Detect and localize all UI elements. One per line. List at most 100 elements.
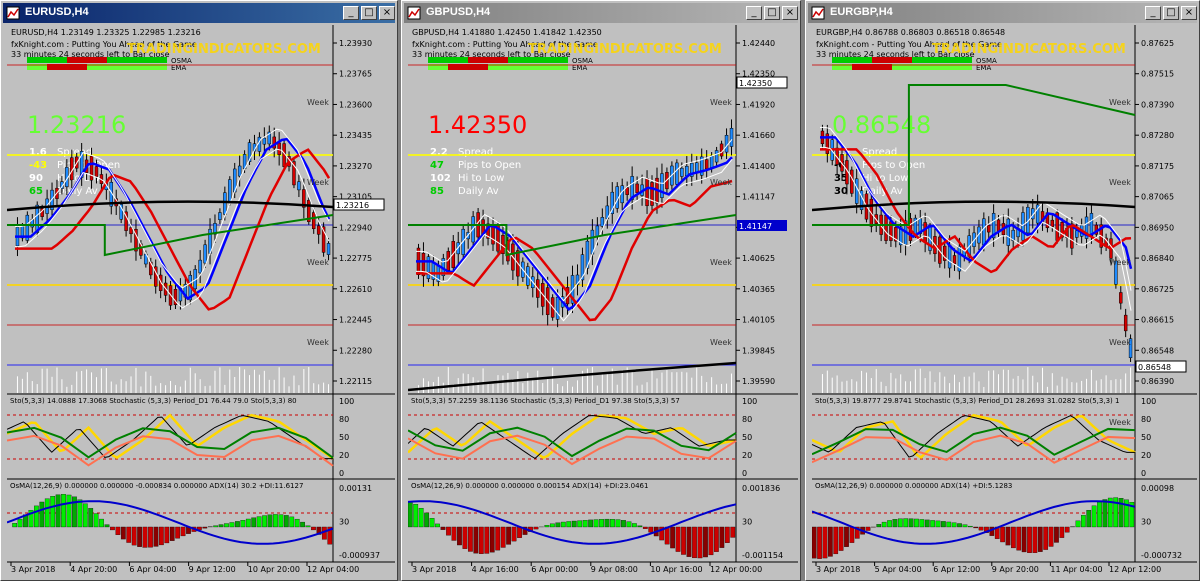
big-price-readout: 1.23216 xyxy=(27,111,126,139)
osma-tick-label: 0.00098 xyxy=(1141,484,1174,493)
chart-window-icon xyxy=(407,6,421,20)
bear-candle xyxy=(134,228,138,252)
price-tick-label: 0.87280 xyxy=(1141,131,1174,140)
info-label: Spread xyxy=(458,147,493,158)
long-ma-line xyxy=(812,200,1136,212)
osma-bar-negative xyxy=(1016,526,1022,551)
week-label: Week xyxy=(1109,338,1131,347)
chart-window-eurgbp[interactable]: EURGBP,H4 _ □ × 0.87625 0.87515 0.87390 0.87280… xyxy=(805,0,1200,581)
bull-candle xyxy=(600,217,605,227)
close-button[interactable]: × xyxy=(1181,6,1197,20)
info-label: Daily Av xyxy=(57,186,98,197)
bull-candle xyxy=(25,214,30,241)
chart-area[interactable]: 0.87625 0.87515 0.87390 0.87280 0.87175 0.870… xyxy=(812,25,1197,578)
osma-bar-negative xyxy=(973,526,979,529)
chart-window-icon xyxy=(6,6,20,20)
osma-bar-positive xyxy=(1086,510,1092,528)
osma-bar-negative xyxy=(675,526,681,552)
title-bar[interactable]: GBPUSD,H4 _ □ × xyxy=(404,3,798,23)
ema-strip-cell xyxy=(87,64,107,70)
bull-candle xyxy=(580,254,585,281)
osma-bar-negative xyxy=(844,526,849,547)
osma-strip-cell xyxy=(852,57,872,63)
osma-bar-positive xyxy=(951,522,957,528)
osma-bar-positive xyxy=(897,518,903,528)
stochastic-tick-label: 100 xyxy=(339,397,354,406)
time-label: 11 Apr 04:00 xyxy=(1050,565,1102,574)
stochastic-tick-label: 100 xyxy=(742,397,757,406)
price-tick-label: 1.23105 xyxy=(339,193,372,202)
time-label: 6 Apr 12:00 xyxy=(933,565,980,574)
close-button[interactable]: × xyxy=(379,6,395,20)
osma-bar-positive xyxy=(593,519,599,528)
countdown-text: 33 minutes 24 seconds left to Bar close xyxy=(412,50,571,59)
chart-window-gbpusd[interactable]: GBPUSD,H4 _ □ × 1.42440 1.42350 1.41920 1.41660… xyxy=(401,0,801,581)
price-tick-label: 1.22775 xyxy=(339,254,372,263)
close-button[interactable]: × xyxy=(782,6,798,20)
maximize-button[interactable]: □ xyxy=(1163,6,1179,20)
time-label: 9 Apr 08:00 xyxy=(591,565,638,574)
bear-candle xyxy=(1123,314,1128,332)
osma-strip-cell xyxy=(107,57,127,63)
minimize-button[interactable]: _ xyxy=(746,6,762,20)
info-value: 2.1 xyxy=(834,147,852,158)
bull-candle xyxy=(213,223,217,235)
time-label: 5 Apr 04:00 xyxy=(875,565,922,574)
bull-candle xyxy=(595,225,600,237)
osma-bar-negative xyxy=(648,526,654,533)
bear-candle xyxy=(943,245,947,261)
osma-bar-negative xyxy=(511,526,517,542)
osma-bar-positive xyxy=(283,515,289,528)
bull-candle xyxy=(1114,260,1118,285)
osma-bar-positive xyxy=(930,520,935,528)
osma-bar-positive xyxy=(229,522,235,528)
osma-bar-positive xyxy=(1097,501,1102,528)
osma-bar-positive xyxy=(34,505,39,528)
adx-line xyxy=(812,500,1136,545)
stochastic-tick-label: 50 xyxy=(339,433,349,442)
blue-level-tag-box xyxy=(737,220,787,231)
osma-bar-negative xyxy=(978,526,984,531)
chart-area[interactable]: 1.23930 1.23765 1.23600 1.23435 1.23270 1.231… xyxy=(7,25,395,578)
osma-bar-positive xyxy=(924,519,930,528)
osma-label: OSMA xyxy=(976,57,997,65)
osma-bar-positive xyxy=(1124,499,1129,528)
chart-window-eurusd[interactable]: EURUSD,H4 _ □ × 1.23930 1.23765 1.23600 1.23435… xyxy=(0,0,398,581)
bear-candle xyxy=(129,227,133,235)
maximize-button[interactable]: □ xyxy=(361,6,377,20)
week-label: Week xyxy=(710,178,732,187)
bear-candle xyxy=(302,189,306,208)
osma-bar-negative xyxy=(664,526,670,545)
title-bar[interactable]: EURUSD,H4 _ □ × xyxy=(3,3,395,23)
bear-candle xyxy=(987,225,991,233)
bear-candle xyxy=(645,178,649,207)
ema-label: EMA xyxy=(572,64,587,72)
bull-candle xyxy=(297,181,301,191)
ema-strip-cell xyxy=(912,64,932,70)
osma-bar-negative xyxy=(489,526,495,553)
info-value: 90 xyxy=(29,173,43,184)
chart-area[interactable]: 1.42440 1.42350 1.41920 1.41660 1.41400 1.411… xyxy=(408,25,798,578)
time-label: 6 Apr 04:00 xyxy=(129,565,176,574)
osma-bar-positive xyxy=(1091,505,1097,528)
osma-tick-label: -0.000732 xyxy=(1141,551,1182,560)
daily-stochastic-signal-line xyxy=(812,434,1136,464)
stochastic-tick-label: 80 xyxy=(1141,415,1151,424)
bear-candle xyxy=(625,187,629,195)
weekly-pivot-line xyxy=(7,214,334,257)
adx-line xyxy=(408,500,737,545)
price-tick-label: 1.41400 xyxy=(742,162,775,171)
bull-candle xyxy=(1021,212,1025,241)
time-label: 12 Apr 12:00 xyxy=(1109,565,1161,574)
osma-bar-negative xyxy=(495,526,501,551)
osma-bar-negative xyxy=(457,526,462,546)
minimize-button[interactable]: _ xyxy=(1145,6,1161,20)
bull-candle xyxy=(620,185,624,204)
bollinger-lower-line xyxy=(15,148,330,309)
title-bar[interactable]: EURGBP,H4 _ □ × xyxy=(808,3,1197,23)
osma-bar-positive xyxy=(104,524,110,528)
maximize-button[interactable]: □ xyxy=(764,6,780,20)
bull-candle xyxy=(660,173,664,198)
osma-strip-cell xyxy=(27,57,47,63)
minimize-button[interactable]: _ xyxy=(343,6,359,20)
